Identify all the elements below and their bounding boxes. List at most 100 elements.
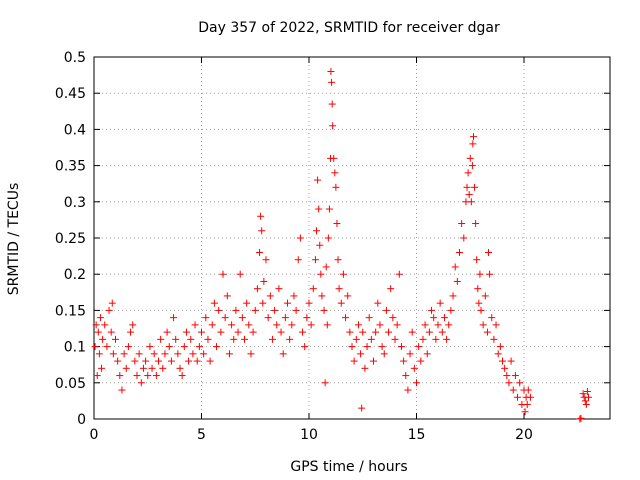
data-point [163,328,171,336]
data-point [262,256,270,264]
data-point [417,357,425,365]
data-point [281,314,289,322]
data-point [464,169,472,177]
data-point [167,357,175,365]
data-point [157,335,165,343]
data-point [585,393,592,401]
data-point [395,270,403,278]
data-point [230,335,238,343]
data-point [292,306,300,314]
data-point [234,328,242,336]
data-point [458,220,466,228]
data-point [299,328,307,336]
data-point [432,335,440,343]
data-point [440,314,448,322]
data-point [124,343,132,351]
data-point [150,350,158,358]
data-point [264,314,272,322]
y-tick-label: 0.15 [55,303,86,319]
data-point [346,328,354,336]
data-point [350,357,358,365]
data-point [415,343,423,351]
data-point [583,387,591,395]
y-tick-label: 0.05 [55,376,86,392]
x-tick-label: 0 [90,427,99,443]
data-point [577,414,585,422]
data-point [200,350,208,358]
data-point [107,328,115,336]
data-point [112,335,119,343]
data-point [144,372,152,380]
y-tick-label: 0.35 [55,159,86,175]
data-point [118,386,126,394]
data-point [225,350,233,358]
data-point [469,140,477,148]
data-point [469,133,477,141]
y-tick-label: 0.45 [55,86,86,102]
data-point [514,393,522,401]
data-point [328,100,336,108]
data-point [327,67,335,75]
data-point [581,397,589,405]
plot-frame [93,56,611,420]
data-point [509,386,517,394]
data-point [423,350,431,358]
data-point [311,256,319,264]
data-point [238,314,246,322]
data-point [359,328,367,336]
data-point [165,343,173,351]
data-point [582,401,590,409]
data-point [127,328,135,336]
data-point [516,379,524,387]
data-point [131,357,139,365]
data-point [363,343,371,351]
data-point [91,343,99,351]
data-point [408,328,416,336]
data-point [187,335,195,343]
data-point [210,299,218,307]
y-tick-label: 0.5 [64,50,86,66]
data-point [273,321,281,329]
data-point [410,364,418,372]
data-point [419,335,427,343]
x-axis-ticks: 0 5 10 15 20 [90,57,533,443]
data-point [202,314,210,322]
data-point [122,364,130,372]
data-point [430,314,438,322]
data-point [322,263,330,271]
data-point [277,328,285,336]
data-point [443,335,451,343]
data-point [404,386,412,394]
data-point [114,357,122,365]
data-point [139,364,147,372]
data-point [331,169,339,177]
data-point [428,306,436,314]
data-point [215,306,223,314]
data-point [243,299,251,307]
data-point [436,299,444,307]
data-point [245,321,253,329]
data-point [189,350,197,358]
chart-title: Day 357 of 2022, SRMTID for receiver dga… [198,20,500,36]
data-point [99,335,107,343]
data-point [465,191,473,199]
data-point [315,205,323,213]
data-point [434,321,442,329]
data-point [339,270,347,278]
data-point [195,343,203,351]
data-point [503,372,511,380]
data-point [259,299,267,307]
data-point [249,328,257,336]
x-tick-label: 5 [197,427,206,443]
data-point [380,350,388,358]
data-point [182,328,190,336]
data-point [365,314,373,322]
data-point [445,321,453,329]
data-point [334,256,342,264]
data-point [317,270,325,278]
data-point [161,350,169,358]
data-point [467,198,475,206]
x-tick-label: 10 [300,427,318,443]
grid-lines [94,57,610,419]
data-point [135,350,143,358]
